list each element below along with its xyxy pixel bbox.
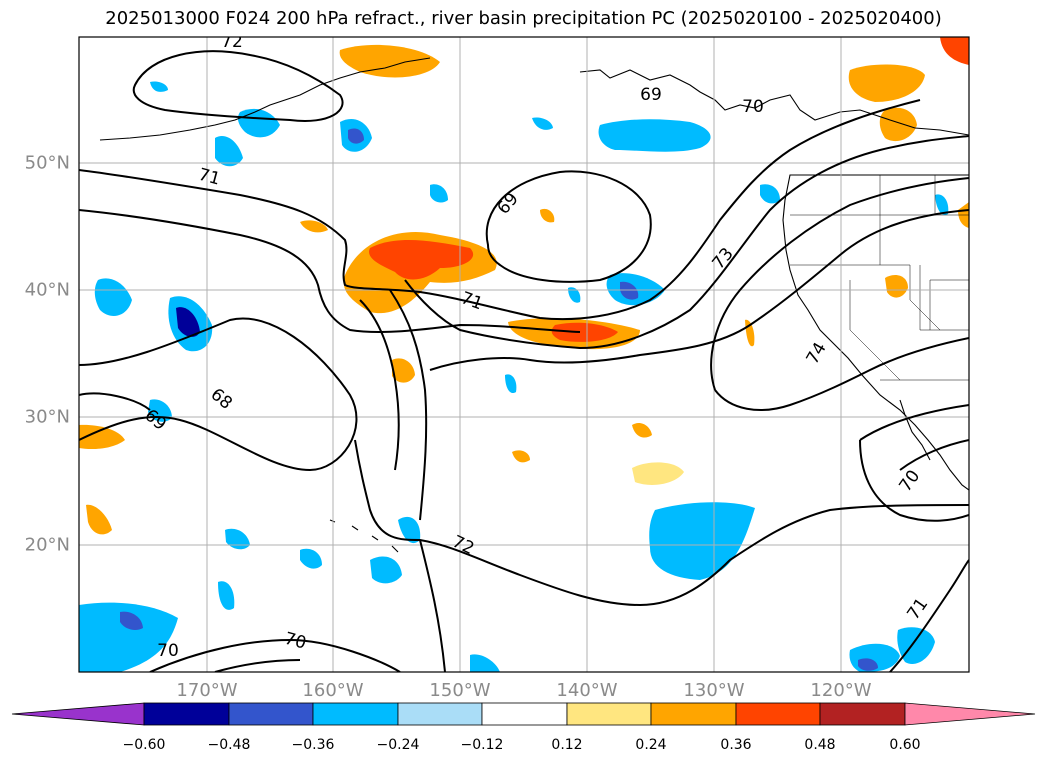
colorbar-segment	[228, 702, 314, 726]
contour-label: 69	[640, 85, 662, 105]
colorbar-segment	[397, 702, 483, 726]
contour-label: 70	[742, 97, 764, 117]
state-borders	[790, 175, 969, 381]
colorbar-segment	[481, 702, 568, 726]
colorbar-segment	[650, 702, 737, 726]
lat-label: 50°N	[24, 152, 70, 174]
colorbar-tick-label: −0.12	[460, 737, 504, 753]
colorbar-tick-label: −0.60	[122, 737, 166, 753]
lon-label: 130°W	[683, 680, 745, 701]
lon-label: 150°W	[429, 680, 491, 701]
colorbar-segment	[735, 702, 821, 726]
contour-label: 70	[157, 641, 179, 661]
colorbar-tick-label: −0.36	[291, 737, 335, 753]
colorbar-tick-label: 0.60	[889, 737, 921, 753]
colorbar-tick-label: −0.48	[207, 737, 251, 753]
colorbar-tick-label: −0.24	[376, 737, 420, 753]
map-frame	[78, 36, 970, 673]
colorbar-segment	[312, 702, 399, 726]
colorbar-tick-label: 0.12	[551, 737, 583, 753]
lat-label: 20°N	[24, 534, 70, 556]
colorbar-segment	[819, 702, 906, 726]
colorbar-tick-label: 0.48	[804, 737, 836, 753]
map-title: 2025013000 F024 200 hPa refract., river …	[105, 8, 942, 29]
colorbar-arrow-right	[904, 702, 1036, 726]
colorbar-segment	[143, 702, 230, 726]
colorbar	[11, 702, 1036, 726]
lon-label: 120°W	[810, 680, 872, 701]
lon-label: 160°W	[302, 680, 364, 701]
lat-label: 30°N	[24, 406, 70, 428]
colorbar-segment	[566, 702, 652, 726]
colorbar-arrow-left	[11, 702, 145, 726]
refractivity-contours	[79, 50, 969, 672]
colorbar-tick-label: 0.36	[720, 737, 752, 753]
lon-label: 140°W	[556, 680, 618, 701]
map-gridlines	[79, 37, 969, 672]
lon-label: 170°W	[176, 680, 238, 701]
contour-label: 72	[221, 32, 243, 52]
precip-shading	[79, 37, 969, 672]
colorbar-tick-label: 0.24	[635, 737, 667, 753]
lat-label: 40°N	[24, 279, 70, 301]
